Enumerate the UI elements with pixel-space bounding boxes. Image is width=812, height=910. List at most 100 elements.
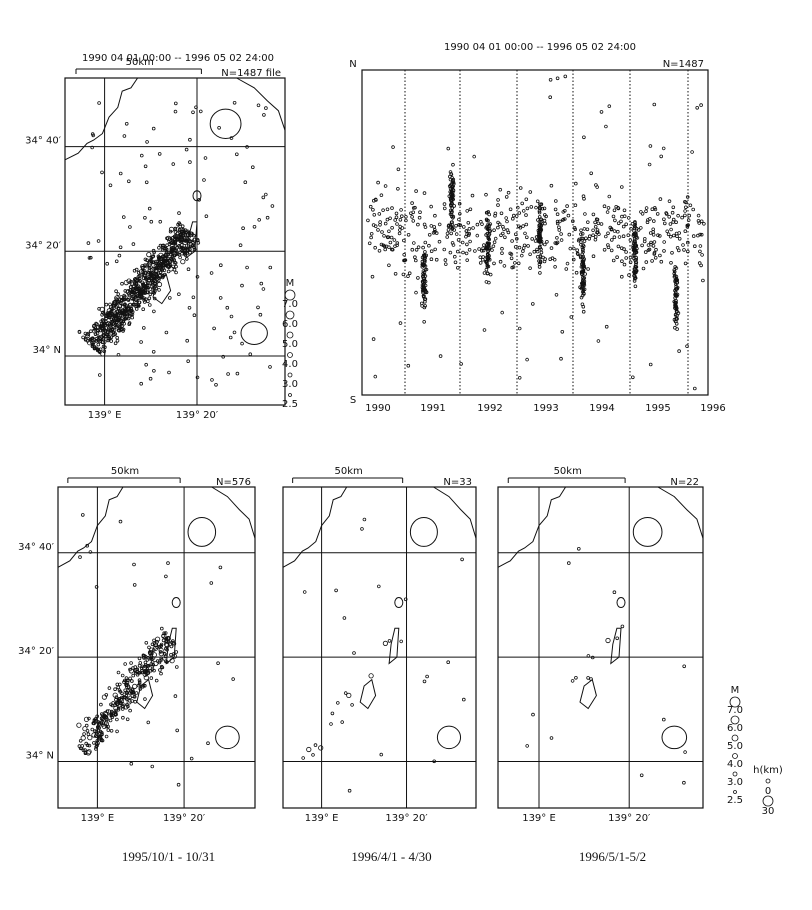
lon-label: 139° E — [522, 813, 556, 824]
island — [388, 627, 400, 665]
event-dots — [301, 517, 466, 793]
legend-label: 3.0 — [282, 379, 298, 390]
lat-label: 34° 20′ — [18, 646, 55, 657]
island — [409, 516, 438, 547]
legend-symbol — [287, 372, 293, 378]
legend-symbol — [765, 778, 771, 784]
island — [661, 725, 688, 750]
event-count: N=33 — [443, 477, 472, 488]
coastline — [497, 486, 567, 568]
island — [209, 108, 242, 139]
island — [394, 597, 404, 609]
map-frame — [282, 486, 477, 809]
legend-symbol — [284, 289, 296, 301]
period: 1990 04 01 00:00 -- 1996 05 02 24:00 — [444, 42, 636, 53]
map-frame — [497, 486, 704, 809]
legend-label: 4.0 — [727, 759, 743, 770]
legend-label: 7.0 — [282, 299, 298, 310]
legend-symbol — [285, 310, 295, 320]
legend-label: 2.5 — [282, 399, 298, 410]
island — [192, 190, 202, 202]
legend-symbol — [733, 790, 737, 794]
year-label: 1993 — [533, 403, 558, 414]
plot-frame — [361, 69, 709, 396]
legend-symbol — [731, 734, 739, 742]
scale-label: 50km — [126, 57, 154, 68]
lon-label: 139° E — [81, 813, 115, 824]
caption: 1996/4/1 - 4/30 — [351, 849, 431, 864]
lat-label: 34° 40′ — [18, 542, 55, 553]
lon-label: 139° 20′ — [385, 813, 428, 824]
year-label: 1995 — [645, 403, 670, 414]
legend-symbol — [729, 696, 741, 708]
legend-label: 5.0 — [727, 741, 743, 752]
legend-label: 6.0 — [727, 723, 743, 734]
legend-label: 30 — [762, 806, 775, 817]
legend-symbol — [762, 795, 774, 807]
legend-label: 3.0 — [727, 777, 743, 788]
coastline — [282, 486, 348, 568]
caption: 1995/10/1 - 10/31 — [122, 849, 215, 864]
island — [610, 627, 622, 665]
legend-symbol — [730, 715, 740, 725]
island — [215, 725, 240, 750]
legend-symbol — [286, 331, 294, 339]
legend-title: M — [731, 685, 740, 696]
lon-label: 139° 20′ — [176, 410, 219, 421]
coastline — [211, 486, 256, 539]
island — [240, 321, 268, 346]
legend-title: h(km) — [753, 765, 783, 776]
map-frame — [64, 77, 286, 406]
lon-label: 139° E — [305, 813, 339, 824]
lon-label: 139° 20′ — [608, 813, 651, 824]
legend-label: 7.0 — [727, 705, 743, 716]
year-label: 1992 — [477, 403, 502, 414]
legend-label: 2.5 — [727, 795, 743, 806]
event-count: N=576 — [216, 477, 251, 488]
lon-label: 139° 20′ — [163, 813, 206, 824]
island — [632, 516, 663, 547]
island — [171, 597, 181, 609]
scale-label: 50km — [554, 466, 582, 477]
event-count: N=22 — [670, 477, 699, 488]
legend-symbol — [732, 753, 738, 759]
event-count: N=1487 file — [221, 68, 281, 79]
island — [187, 516, 217, 547]
lat-label: 34° 40′ — [25, 136, 62, 147]
coastline — [433, 486, 477, 539]
map-frame — [57, 486, 256, 809]
year-label: 1990 — [365, 403, 390, 414]
event-dots — [76, 513, 236, 787]
event-count: N=1487 — [663, 59, 704, 70]
legend-symbol — [287, 352, 293, 358]
scale-label: 50km — [111, 466, 139, 477]
lon-label: 139° E — [88, 410, 122, 421]
legend-label: 0 — [765, 786, 771, 797]
legend-label: 4.0 — [282, 359, 298, 370]
coastline — [64, 77, 139, 161]
coastline — [657, 486, 704, 539]
event-dots — [525, 547, 687, 785]
legend-symbol — [288, 393, 292, 397]
period: 1990 04 01 00:00 -- 1996 05 02 24:00 — [82, 53, 274, 64]
island — [359, 678, 377, 710]
coastline — [57, 486, 124, 568]
island — [616, 597, 626, 609]
legend-symbol — [732, 771, 738, 777]
island — [136, 678, 154, 710]
coastline — [236, 77, 286, 131]
year-label: 1994 — [589, 403, 614, 414]
island — [579, 678, 597, 710]
event-dots — [77, 101, 275, 387]
caption: 1996/5/1-5/2 — [579, 849, 646, 864]
lat-label: 34° N — [33, 345, 61, 356]
lat-label: 34° 20′ — [25, 240, 62, 251]
scale-label: 50km — [334, 466, 362, 477]
lat-label: 34° N — [26, 750, 54, 761]
event-dots — [366, 74, 706, 391]
island — [436, 725, 462, 750]
south-label: S — [350, 395, 356, 406]
legend-label: 5.0 — [282, 339, 298, 350]
year-label: 1996 — [700, 403, 725, 414]
